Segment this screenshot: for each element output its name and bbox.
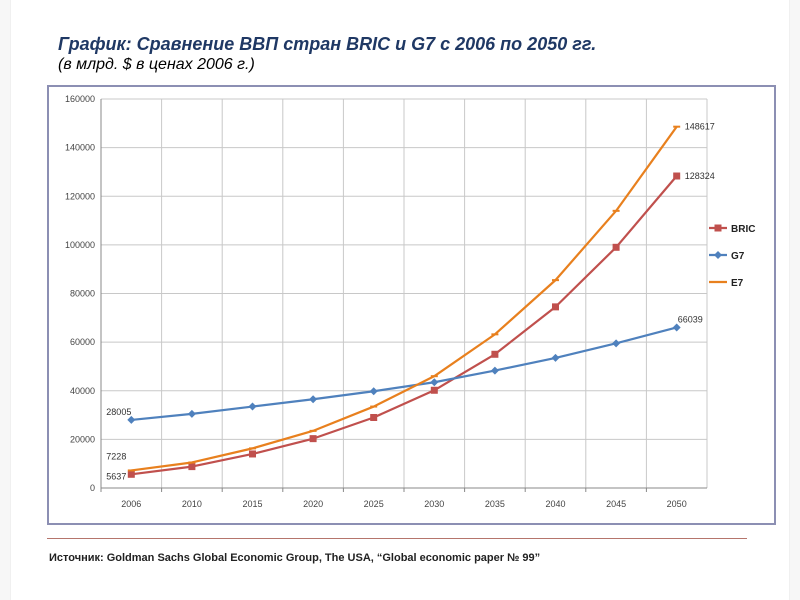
- point-g7-2050: [672, 323, 681, 332]
- point-g7-2025: [369, 387, 378, 396]
- point-bric-2030: [430, 386, 438, 394]
- series-lines: [127, 125, 681, 478]
- x-tick-label-2015: 2015: [242, 499, 262, 509]
- y-tick-label-20000: 20000: [70, 434, 95, 444]
- legend-label-g7: G7: [731, 251, 745, 262]
- series-line-bric: [131, 175, 678, 476]
- data-label-g7-2050: 66039: [678, 314, 703, 324]
- legend-marker-bric: [714, 224, 722, 232]
- y-tick-labels: 0 20000 40000 60000 80000 100000 120000 140000 1…: [65, 94, 95, 493]
- x-tick-labels: 2006 2010 2015 2020 2025 2030 2035 2040 2045 2050: [121, 499, 686, 509]
- point-bric-2006: [127, 470, 135, 478]
- x-tick-label-2020: 2020: [303, 499, 323, 509]
- point-g7-2030: [430, 378, 439, 387]
- source-note: Источник: Goldman Sachs Global Economic …: [49, 552, 541, 564]
- y-tick-label-60000: 60000: [70, 337, 95, 347]
- x-tick-label-2006: 2006: [121, 499, 141, 509]
- source-separator: [47, 538, 747, 539]
- axes: [100, 99, 707, 492]
- slide-subtitle: (в млрд. $ в ценах 2006 г.): [58, 56, 255, 73]
- y-tick-label-100000: 100000: [65, 240, 95, 250]
- x-tick-label-2025: 2025: [364, 499, 384, 509]
- y-tick-label-160000: 160000: [65, 94, 95, 104]
- series-line-e7: [131, 126, 678, 472]
- x-tick-label-2030: 2030: [424, 499, 444, 509]
- y-tick-label-120000: 120000: [65, 191, 95, 201]
- point-g7-2045: [612, 339, 621, 348]
- point-bric-2045: [612, 243, 620, 251]
- point-bric-2050: [673, 172, 681, 180]
- point-g7-2035: [490, 366, 499, 375]
- legend-label-e7: E7: [731, 278, 744, 289]
- x-tick-label-2045: 2045: [606, 499, 626, 509]
- slide-title: График: Сравнение ВВП стран BRIC и G7 с …: [58, 34, 597, 54]
- point-g7-2015: [248, 402, 257, 411]
- slide-right-border: [789, 0, 800, 600]
- chart-frame: 0 20000 40000 60000 80000 100000 120000 140000 1…: [47, 85, 776, 525]
- x-tick-label-2035: 2035: [485, 499, 505, 509]
- point-g7-2006: [127, 415, 136, 424]
- y-tick-label-40000: 40000: [70, 386, 95, 396]
- gdp-line-chart: 0 20000 40000 60000 80000 100000 120000 140000 1…: [65, 94, 756, 509]
- slide-left-border: [0, 0, 11, 600]
- data-label-g7-2006: 28005: [106, 407, 131, 417]
- legend-label-bric: BRIC: [731, 224, 755, 235]
- x-tick-label-2050: 2050: [667, 499, 687, 509]
- legend: BRIC G7 E7: [709, 224, 755, 289]
- point-bric-2035: [491, 350, 499, 358]
- point-bric-2010: [188, 463, 196, 471]
- point-bric-2020: [309, 435, 317, 443]
- data-label-bric-2006: 5637: [106, 471, 126, 481]
- legend-marker-g7: [714, 251, 722, 259]
- point-g7-2010: [187, 409, 196, 418]
- x-tick-label-2010: 2010: [182, 499, 202, 509]
- data-label-e7-2050: 148617: [685, 122, 715, 132]
- data-labels: 28005 7228 5637 148617 128324 66039: [106, 122, 714, 482]
- x-tick-label-2040: 2040: [545, 499, 565, 509]
- data-label-e7-2006: 7228: [106, 451, 126, 461]
- point-bric-2015: [249, 450, 256, 458]
- gridlines: [101, 98, 708, 488]
- y-tick-label-0: 0: [90, 483, 95, 493]
- point-bric-2040: [552, 303, 559, 311]
- series-line-g7: [131, 326, 677, 422]
- data-label-bric-2050: 128324: [685, 171, 715, 181]
- y-tick-label-140000: 140000: [65, 143, 95, 153]
- point-g7-2040: [551, 353, 560, 362]
- point-bric-2025: [370, 413, 378, 421]
- y-tick-label-80000: 80000: [70, 289, 95, 299]
- point-g7-2020: [309, 395, 318, 404]
